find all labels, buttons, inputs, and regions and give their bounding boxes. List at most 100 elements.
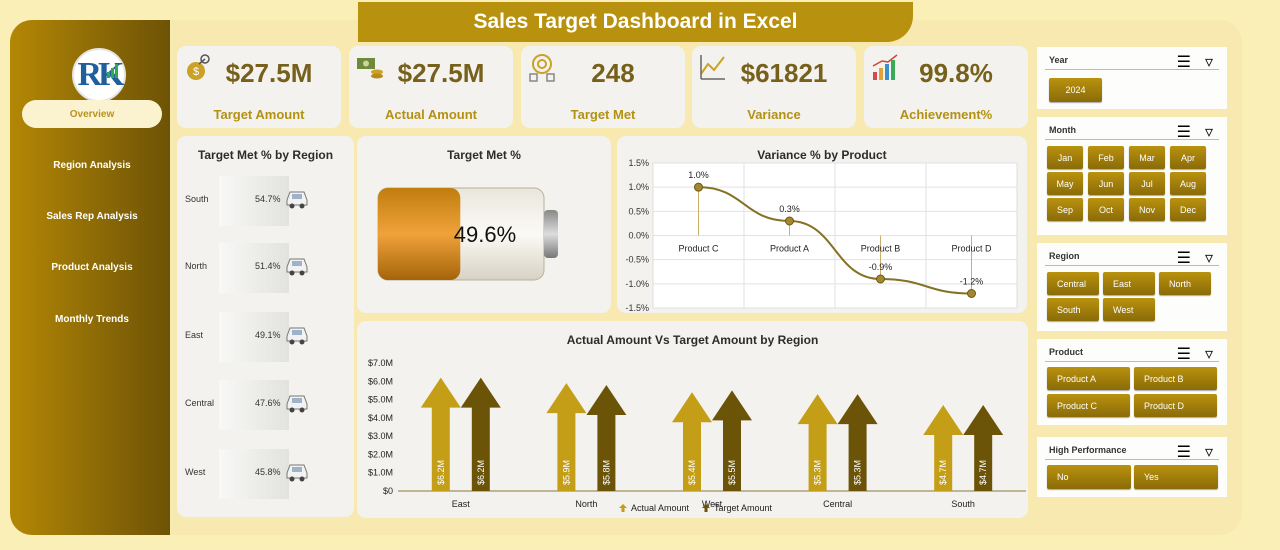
region-bar <box>219 176 289 226</box>
slicer-button-product-a[interactable]: Product A <box>1047 367 1130 390</box>
actual-arrow-bar <box>420 377 461 491</box>
target-arrow-bar <box>712 390 752 491</box>
slicer-button-apr[interactable]: Apr <box>1170 146 1206 169</box>
clear-filter-icon[interactable]: ▿ <box>1204 54 1213 71</box>
region-name: North <box>185 261 208 271</box>
multi-select-icon[interactable]: ☰ <box>1176 346 1191 363</box>
bar-value-label: $6.2M <box>476 460 486 485</box>
kpi-label: Achievement% <box>899 107 993 122</box>
region-name: Central <box>185 398 215 408</box>
clear-filter-icon[interactable]: ▿ <box>1204 444 1213 461</box>
nav-overview[interactable]: Overview <box>22 100 162 128</box>
slicer-button-product-c[interactable]: Product C <box>1047 394 1130 417</box>
battery-fill <box>378 188 461 280</box>
nav-product-analysis[interactable]: Product Analysis <box>51 261 133 273</box>
region-pct: 47.6% <box>255 398 281 408</box>
kpi-achievement: 99.8% Achievement% <box>864 46 1028 128</box>
data-label: 1.0% <box>688 170 709 180</box>
clear-filter-icon[interactable]: ▿ <box>1204 124 1213 141</box>
page-title: Sales Target Dashboard in Excel <box>473 10 798 33</box>
slicer-button-dec[interactable]: Dec <box>1170 198 1206 221</box>
multi-select-icon[interactable]: ☰ <box>1176 54 1191 71</box>
y-tick-label: -1.0% <box>625 279 649 289</box>
battery-gauge: 49.6% <box>377 187 558 281</box>
bar-value-label: $4.7M <box>978 460 988 485</box>
region-row: West 45.8% <box>177 449 354 499</box>
slicer-button-aug[interactable]: Aug <box>1170 172 1206 195</box>
variance-by-product-panel: Variance % by Product 1.5% 1.0% 0.5% 0.0% -0… <box>617 136 1027 313</box>
arrow-legend-icon <box>619 504 627 512</box>
y-tick-label: 1.5% <box>628 158 649 168</box>
slicer-button-yes[interactable]: Yes <box>1134 465 1218 489</box>
car-icon <box>286 395 308 413</box>
slicer-title: Month <box>1049 125 1076 135</box>
slicer-button-jan[interactable]: Jan <box>1047 146 1083 169</box>
region-row: Central 47.6% <box>177 380 354 430</box>
trend-analysis-icon <box>700 55 725 80</box>
kpi-value: 248 <box>591 58 635 88</box>
clear-filter-icon[interactable]: ▿ <box>1204 346 1213 363</box>
region-row: North 51.4% <box>177 243 354 293</box>
slicer-button-central[interactable]: Central <box>1047 272 1099 295</box>
bar-value-label: $5.3M <box>853 460 863 485</box>
data-point <box>876 274 885 284</box>
car-icon <box>286 191 308 209</box>
bar-value-label: $5.9M <box>561 460 571 485</box>
y-tick-label: 0.0% <box>628 231 649 241</box>
nav-sales-rep-analysis[interactable]: Sales Rep Analysis <box>46 210 138 222</box>
kpi-label: Variance <box>747 107 801 122</box>
car-icon <box>286 464 308 482</box>
multi-select-icon[interactable]: ☰ <box>1176 250 1191 267</box>
nav-region-analysis[interactable]: Region Analysis <box>53 159 131 171</box>
multi-select-icon[interactable]: ☰ <box>1176 124 1191 141</box>
x-category-label: Product D <box>951 244 992 254</box>
y-tick-label: $5.0M <box>368 395 393 405</box>
y-tick-label: $6.0M <box>368 376 393 386</box>
region-row: East 49.1% <box>177 312 354 362</box>
region-bar <box>219 312 289 362</box>
slicer-button-mar[interactable]: Mar <box>1129 146 1165 169</box>
slicer-button-south[interactable]: South <box>1047 298 1099 321</box>
slicer-title: High Performance <box>1049 445 1127 455</box>
title-banner: Sales Target Dashboard in Excel <box>358 2 913 42</box>
bar-value-label: $4.7M <box>938 460 948 485</box>
kpi-actual-amount: $27.5M Actual Amount <box>349 46 513 128</box>
slicer-button-product-d[interactable]: Product D <box>1134 394 1217 417</box>
slicer-button-nov[interactable]: Nov <box>1129 198 1165 221</box>
y-tick-label: -1.5% <box>625 303 649 313</box>
region-slicer: Region ☰ ▿ Central East North South West <box>1037 243 1227 331</box>
kpi-value: $27.5M <box>225 58 313 88</box>
data-point <box>694 182 703 192</box>
slicer-button-jul[interactable]: Jul <box>1129 172 1165 195</box>
slicer-button-east[interactable]: East <box>1103 272 1155 295</box>
x-category-label: Product C <box>678 244 719 254</box>
actual-arrow-bar <box>923 405 964 491</box>
slicer-button-jun[interactable]: Jun <box>1088 172 1124 195</box>
slicer-button-no[interactable]: No <box>1047 465 1131 489</box>
slicer-button-product-b[interactable]: Product B <box>1134 367 1217 390</box>
legend-target: Target Amount <box>702 503 772 513</box>
slicer-button-north[interactable]: North <box>1159 272 1211 295</box>
slicer-button-feb[interactable]: Feb <box>1088 146 1124 169</box>
multi-select-icon[interactable]: ☰ <box>1176 444 1191 461</box>
variance-line-chart: 1.5% 1.0% 0.5% 0.0% -0.5% -1.0% -1.5% Product C… <box>625 158 1018 313</box>
year-slicer: Year ☰ ▿ 2024 <box>1037 47 1227 109</box>
slicer-button-sep[interactable]: Sep <box>1047 198 1083 221</box>
x-category-label: Product A <box>770 244 809 254</box>
region-name: West <box>185 467 206 477</box>
nav-monthly-trends[interactable]: Monthly Trends <box>55 313 129 325</box>
region-pct: 45.8% <box>255 467 281 477</box>
data-label: -1.2% <box>960 277 984 287</box>
y-tick-label: $3.0M <box>368 431 393 441</box>
y-tick-label: $0 <box>383 486 393 496</box>
clear-filter-icon[interactable]: ▿ <box>1204 250 1213 267</box>
y-tick-label: $2.0M <box>368 449 393 459</box>
actual-arrow-bar <box>797 394 838 491</box>
region-bar <box>219 449 289 499</box>
series-line <box>698 186 972 295</box>
slicer-button-oct[interactable]: Oct <box>1088 198 1124 221</box>
slicer-button-west[interactable]: West <box>1103 298 1155 321</box>
target-arrow-bar <box>586 384 627 491</box>
slicer-button-may[interactable]: May <box>1047 172 1083 195</box>
slicer-button-2024[interactable]: 2024 <box>1049 78 1102 102</box>
